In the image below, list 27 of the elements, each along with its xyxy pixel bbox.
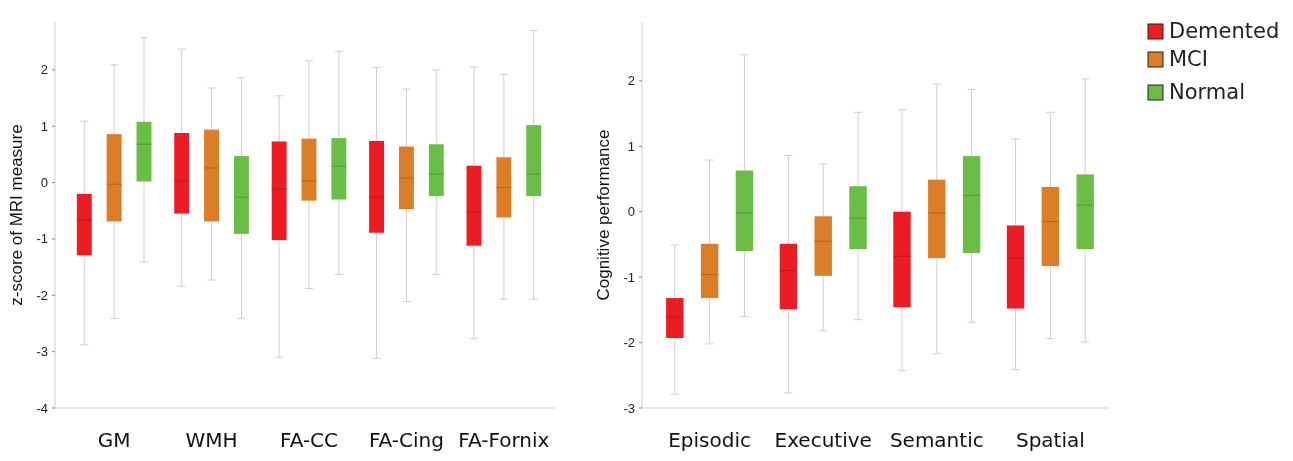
y-tick-label: 1 xyxy=(627,138,635,154)
x-tick-label: Spatial xyxy=(1015,428,1085,452)
legend-label: MCI xyxy=(1169,47,1208,71)
legend-label: Normal xyxy=(1169,80,1245,104)
y-tick-label: -1 xyxy=(623,269,635,285)
y-tick-label: -4 xyxy=(36,400,48,416)
legend-label: Demented xyxy=(1169,19,1280,43)
y-tick-label: 1 xyxy=(40,118,48,134)
y-tick-label: 0 xyxy=(40,175,48,191)
y-tick-label: -2 xyxy=(623,335,635,351)
y-tick-label: 0 xyxy=(627,204,635,220)
y-axis-title: Cognitive performance xyxy=(594,129,613,301)
y-tick-label: -2 xyxy=(36,287,48,303)
x-tick-label: Episodic xyxy=(668,428,752,452)
x-tick-label: FA-CC xyxy=(279,428,339,452)
x-tick-label: Semantic xyxy=(889,428,984,452)
y-tick-label: 2 xyxy=(627,73,635,89)
x-tick-label: FA-Cing xyxy=(368,428,444,452)
x-tick-label: GM xyxy=(97,428,131,452)
x-tick-label: Executive xyxy=(774,428,872,452)
y-tick-label: -1 xyxy=(36,231,48,247)
y-tick-label: 2 xyxy=(40,62,48,78)
x-tick-label: FA-Fornix xyxy=(458,428,550,452)
x-tick-label: WMH xyxy=(185,428,238,452)
y-tick-label: -3 xyxy=(36,344,48,360)
y-axis-title: z-score of MRI measure xyxy=(7,124,26,306)
y-tick-label: -3 xyxy=(623,400,635,416)
